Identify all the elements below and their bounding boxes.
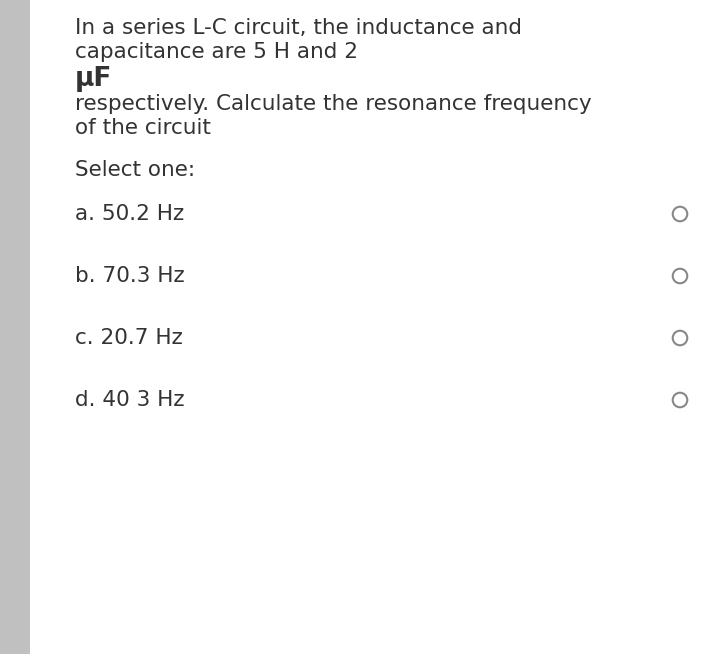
Point [674,209,685,219]
Text: a. 50.2 Hz: a. 50.2 Hz [75,204,184,224]
Text: b. 70.3 Hz: b. 70.3 Hz [75,266,184,286]
Point [674,271,685,281]
Text: capacitance are 5 H and 2: capacitance are 5 H and 2 [75,42,358,62]
Point [674,395,685,405]
Bar [0,0,30,654]
Text: respectively. Calculate the resonance frequency: respectively. Calculate the resonance fr… [75,94,592,114]
Text: d. 40 3 Hz: d. 40 3 Hz [75,390,184,410]
Text: c. 20.7 Hz: c. 20.7 Hz [75,328,183,348]
Text: of the circuit: of the circuit [75,118,211,138]
Text: Select one:: Select one: [75,160,195,180]
Text: In a series L-C circuit, the inductance and: In a series L-C circuit, the inductance … [75,18,522,38]
Text: μF: μF [75,66,112,92]
Point [674,333,685,343]
